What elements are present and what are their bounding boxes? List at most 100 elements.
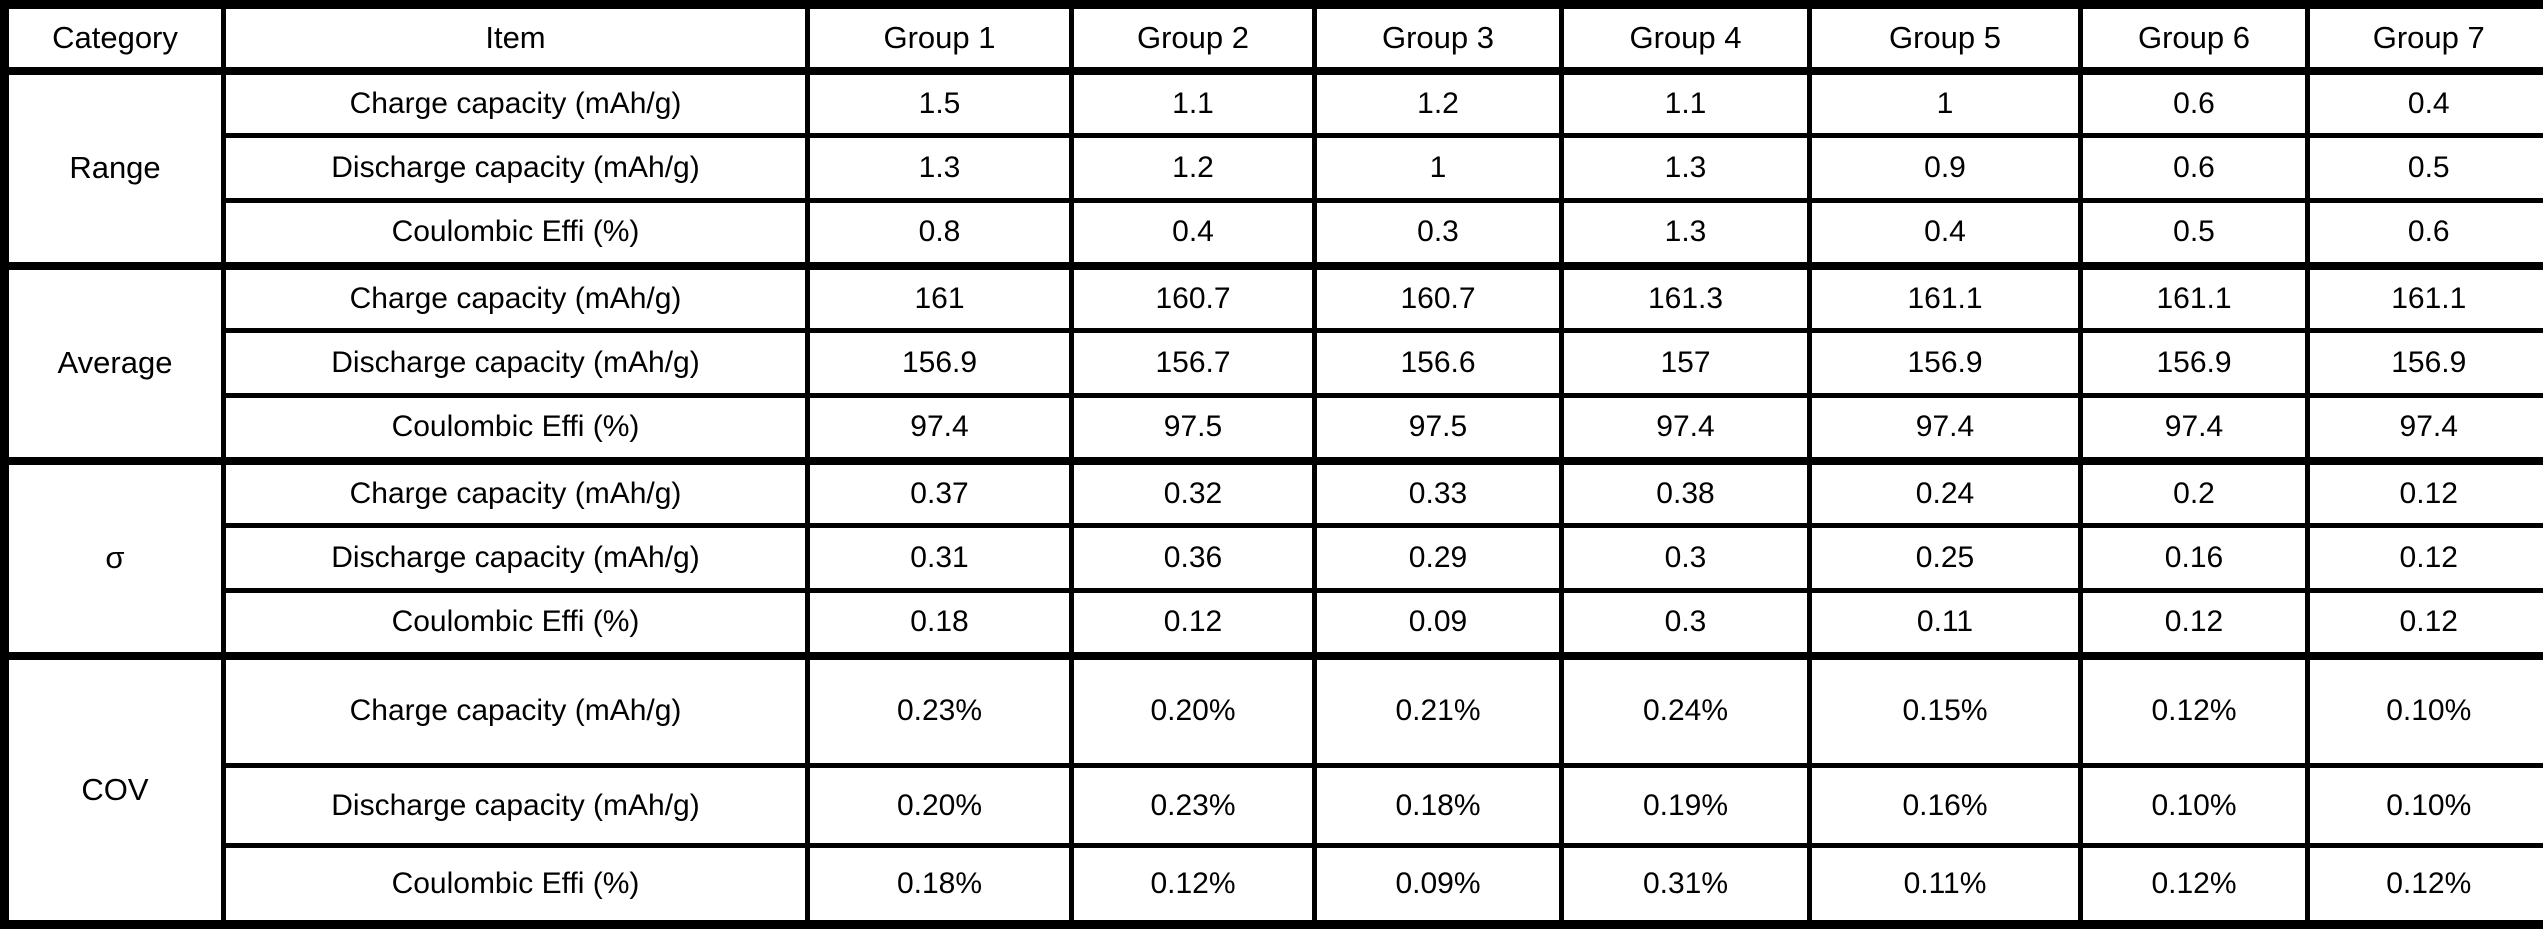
cell-value: 97.4 — [2308, 396, 2543, 461]
col-header-category: Category — [5, 5, 224, 71]
cell-value: 0.12 — [2081, 591, 2308, 656]
cell-value: 0.32 — [1072, 461, 1315, 526]
table-row: COV Charge capacity (mAh/g) 0.23% 0.20% … — [5, 656, 2543, 766]
col-header-group-6: Group 6 — [2081, 5, 2308, 71]
cell-item: Charge capacity (mAh/g) — [224, 71, 808, 136]
cell-item: Charge capacity (mAh/g) — [224, 656, 808, 766]
cell-value: 0.6 — [2081, 136, 2308, 201]
table-row: Discharge capacity (mAh/g) 0.31 0.36 0.2… — [5, 526, 2543, 591]
cell-category-sigma: σ — [5, 461, 224, 656]
col-header-group-4: Group 4 — [1562, 5, 1810, 71]
cell-value: 0.12% — [1072, 846, 1315, 925]
col-header-group-3: Group 3 — [1315, 5, 1562, 71]
cell-value: 1.1 — [1072, 71, 1315, 136]
cell-value: 0.12 — [2308, 526, 2543, 591]
cell-value: 0.18 — [808, 591, 1072, 656]
cell-value: 0.3 — [1315, 201, 1562, 266]
cell-category-range: Range — [5, 71, 224, 266]
table-row: σ Charge capacity (mAh/g) 0.37 0.32 0.33… — [5, 461, 2543, 526]
cell-value: 0.9 — [1810, 136, 2081, 201]
cell-value: 0.25 — [1810, 526, 2081, 591]
header-row: Category Item Group 1 Group 2 Group 3 Gr… — [5, 5, 2543, 71]
cell-value: 156.9 — [2308, 331, 2543, 396]
cell-value: 161.3 — [1562, 266, 1810, 331]
cell-value: 156.7 — [1072, 331, 1315, 396]
cell-item: Coulombic Effi (%) — [224, 396, 808, 461]
cell-value: 160.7 — [1315, 266, 1562, 331]
cell-value: 0.4 — [1810, 201, 2081, 266]
cell-value: 1 — [1810, 71, 2081, 136]
cell-value: 0.12% — [2081, 846, 2308, 925]
cell-value: 0.23% — [808, 656, 1072, 766]
cell-value: 97.5 — [1315, 396, 1562, 461]
cell-item: Coulombic Effi (%) — [224, 846, 808, 925]
cell-item: Discharge capacity (mAh/g) — [224, 136, 808, 201]
cell-value: 161 — [808, 266, 1072, 331]
table-row: Discharge capacity (mAh/g) 156.9 156.7 1… — [5, 331, 2543, 396]
col-header-group-5: Group 5 — [1810, 5, 2081, 71]
cell-value: 0.16% — [1810, 766, 2081, 846]
cell-value: 0.10% — [2308, 656, 2543, 766]
table-row: Coulombic Effi (%) 97.4 97.5 97.5 97.4 9… — [5, 396, 2543, 461]
cell-value: 1.3 — [1562, 201, 1810, 266]
cell-value: 0.12% — [2081, 656, 2308, 766]
cell-value: 0.2 — [2081, 461, 2308, 526]
table-row: Discharge capacity (mAh/g) 0.20% 0.23% 0… — [5, 766, 2543, 846]
table-row: Discharge capacity (mAh/g) 1.3 1.2 1 1.3… — [5, 136, 2543, 201]
cell-value: 0.23% — [1072, 766, 1315, 846]
cell-item: Charge capacity (mAh/g) — [224, 266, 808, 331]
cell-value: 0.24% — [1562, 656, 1810, 766]
table-row: Range Charge capacity (mAh/g) 1.5 1.1 1.… — [5, 71, 2543, 136]
cell-value: 0.3 — [1562, 526, 1810, 591]
cell-item: Charge capacity (mAh/g) — [224, 461, 808, 526]
cell-value: 0.18% — [1315, 766, 1562, 846]
cell-value: 0.4 — [2308, 71, 2543, 136]
cell-value: 0.09% — [1315, 846, 1562, 925]
cell-value: 97.4 — [1810, 396, 2081, 461]
cell-value: 156.6 — [1315, 331, 1562, 396]
cell-value: 0.5 — [2081, 201, 2308, 266]
cell-value: 97.4 — [2081, 396, 2308, 461]
cell-value: 0.10% — [2081, 766, 2308, 846]
table-row: Coulombic Effi (%) 0.8 0.4 0.3 1.3 0.4 0… — [5, 201, 2543, 266]
col-header-group-7: Group 7 — [2308, 5, 2543, 71]
cell-value: 0.31% — [1562, 846, 1810, 925]
table-row: Coulombic Effi (%) 0.18% 0.12% 0.09% 0.3… — [5, 846, 2543, 925]
cell-value: 1.3 — [808, 136, 1072, 201]
cell-value: 0.20% — [808, 766, 1072, 846]
cell-value: 0.33 — [1315, 461, 1562, 526]
cell-value: 157 — [1562, 331, 1810, 396]
cell-item: Coulombic Effi (%) — [224, 591, 808, 656]
cell-value: 1.2 — [1072, 136, 1315, 201]
cell-value: 0.20% — [1072, 656, 1315, 766]
col-header-group-1: Group 1 — [808, 5, 1072, 71]
cell-value: 0.5 — [2308, 136, 2543, 201]
cell-value: 0.6 — [2081, 71, 2308, 136]
cell-value: 1.3 — [1562, 136, 1810, 201]
cell-item: Coulombic Effi (%) — [224, 201, 808, 266]
col-header-item: Item — [224, 5, 808, 71]
cell-value: 97.4 — [1562, 396, 1810, 461]
cell-value: 1.2 — [1315, 71, 1562, 136]
cell-value: 97.4 — [808, 396, 1072, 461]
cell-value: 0.36 — [1072, 526, 1315, 591]
cell-value: 0.8 — [808, 201, 1072, 266]
cell-value: 160.7 — [1072, 266, 1315, 331]
cell-category-cov: COV — [5, 656, 224, 925]
cell-value: 0.18% — [808, 846, 1072, 925]
cell-value: 0.15% — [1810, 656, 2081, 766]
cell-value: 0.12 — [2308, 461, 2543, 526]
cell-value: 0.19% — [1562, 766, 1810, 846]
cell-value: 0.11% — [1810, 846, 2081, 925]
cell-value: 0.10% — [2308, 766, 2543, 846]
cell-value: 0.31 — [808, 526, 1072, 591]
cell-value: 161.1 — [1810, 266, 2081, 331]
col-header-group-2: Group 2 — [1072, 5, 1315, 71]
cell-value: 0.24 — [1810, 461, 2081, 526]
cell-value: 0.3 — [1562, 591, 1810, 656]
cell-category-average: Average — [5, 266, 224, 461]
cell-value: 0.6 — [2308, 201, 2543, 266]
cell-value: 1 — [1315, 136, 1562, 201]
cell-item: Discharge capacity (mAh/g) — [224, 766, 808, 846]
cell-value: 161.1 — [2081, 266, 2308, 331]
